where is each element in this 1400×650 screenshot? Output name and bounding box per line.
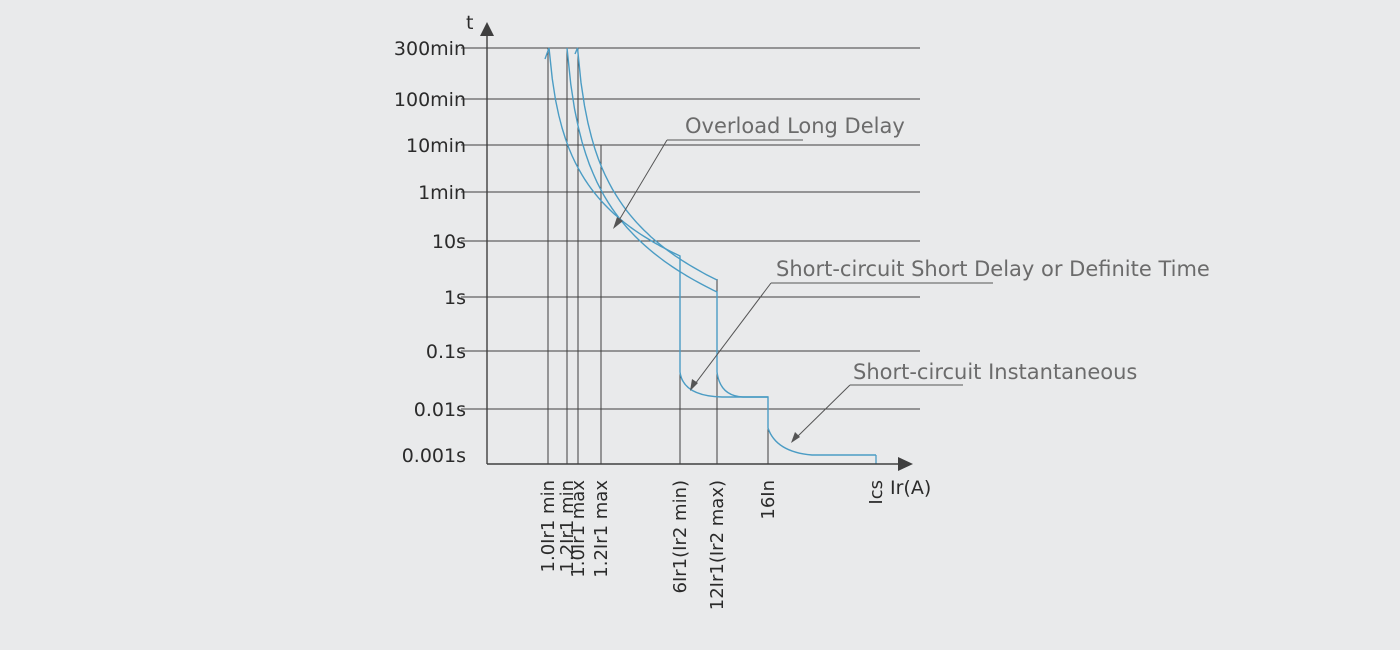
annotation-short-delay: Short-circuit Short Delay or Definite Ti…: [690, 257, 1210, 391]
x-axis-title: Ir(A): [890, 477, 931, 499]
y-tick-1s: 1s: [444, 287, 466, 309]
trip-curve-min: [544, 47, 876, 456]
y-tick-300min: 300min: [394, 38, 466, 60]
annotations: Overload Long Delay Short-circuit Short …: [613, 114, 1210, 443]
y-axis-title: t: [466, 12, 473, 34]
x-tick-6ir1-ir2-min: 6Ir1(Ir2 min): [670, 480, 691, 593]
annotation-overload: Overload Long Delay: [613, 114, 905, 229]
x-tick-1-2ir1-max: 1.2Ir1 max: [591, 480, 612, 578]
trip-curve-max-inner: [566, 47, 768, 398]
y-tick-labels: 300min 100min 10min 1min 10s 1s 0.1s 0.01s 0.001…: [394, 38, 466, 467]
x-tick-1-0ir1-max: 1.0Ir1 max: [568, 480, 589, 578]
annotation-instantaneous-label: Short-circuit Instantaneous: [853, 360, 1137, 384]
current-markers: [547, 48, 877, 464]
annotation-instantaneous: Short-circuit Instantaneous: [791, 360, 1137, 443]
x-tick-1-0ir1-min: 1.0Ir1 min: [538, 480, 559, 572]
x-tick-ics: Ics: [866, 480, 887, 505]
y-tick-0-001s: 0.001s: [402, 445, 466, 467]
y-tick-0-1s: 0.1s: [426, 341, 466, 363]
annotation-overload-label: Overload Long Delay: [685, 114, 905, 138]
x-tick-16in: 16In: [758, 480, 779, 520]
x-tick-12ir1-ir2-max: 12Ir1(Ir2 max): [707, 480, 728, 610]
y-tick-10min: 10min: [406, 135, 466, 157]
axes: t Ir(A): [466, 12, 931, 499]
y-tick-1min: 1min: [418, 182, 466, 204]
gridlines: [461, 47, 920, 410]
trip-curve-max: [574, 47, 718, 281]
x-tick-1-2ir1-min: 1.2Ir1 min: [557, 480, 578, 572]
annotation-short-delay-label: Short-circuit Short Delay or Definite Ti…: [776, 257, 1210, 281]
trip-curves: [544, 47, 876, 456]
y-tick-10s: 10s: [432, 231, 466, 253]
y-tick-100min: 100min: [394, 89, 466, 111]
x-axis-arrow: [898, 457, 913, 471]
y-tick-0-01s: 0.01s: [414, 399, 466, 421]
y-axis-arrow: [480, 22, 494, 36]
